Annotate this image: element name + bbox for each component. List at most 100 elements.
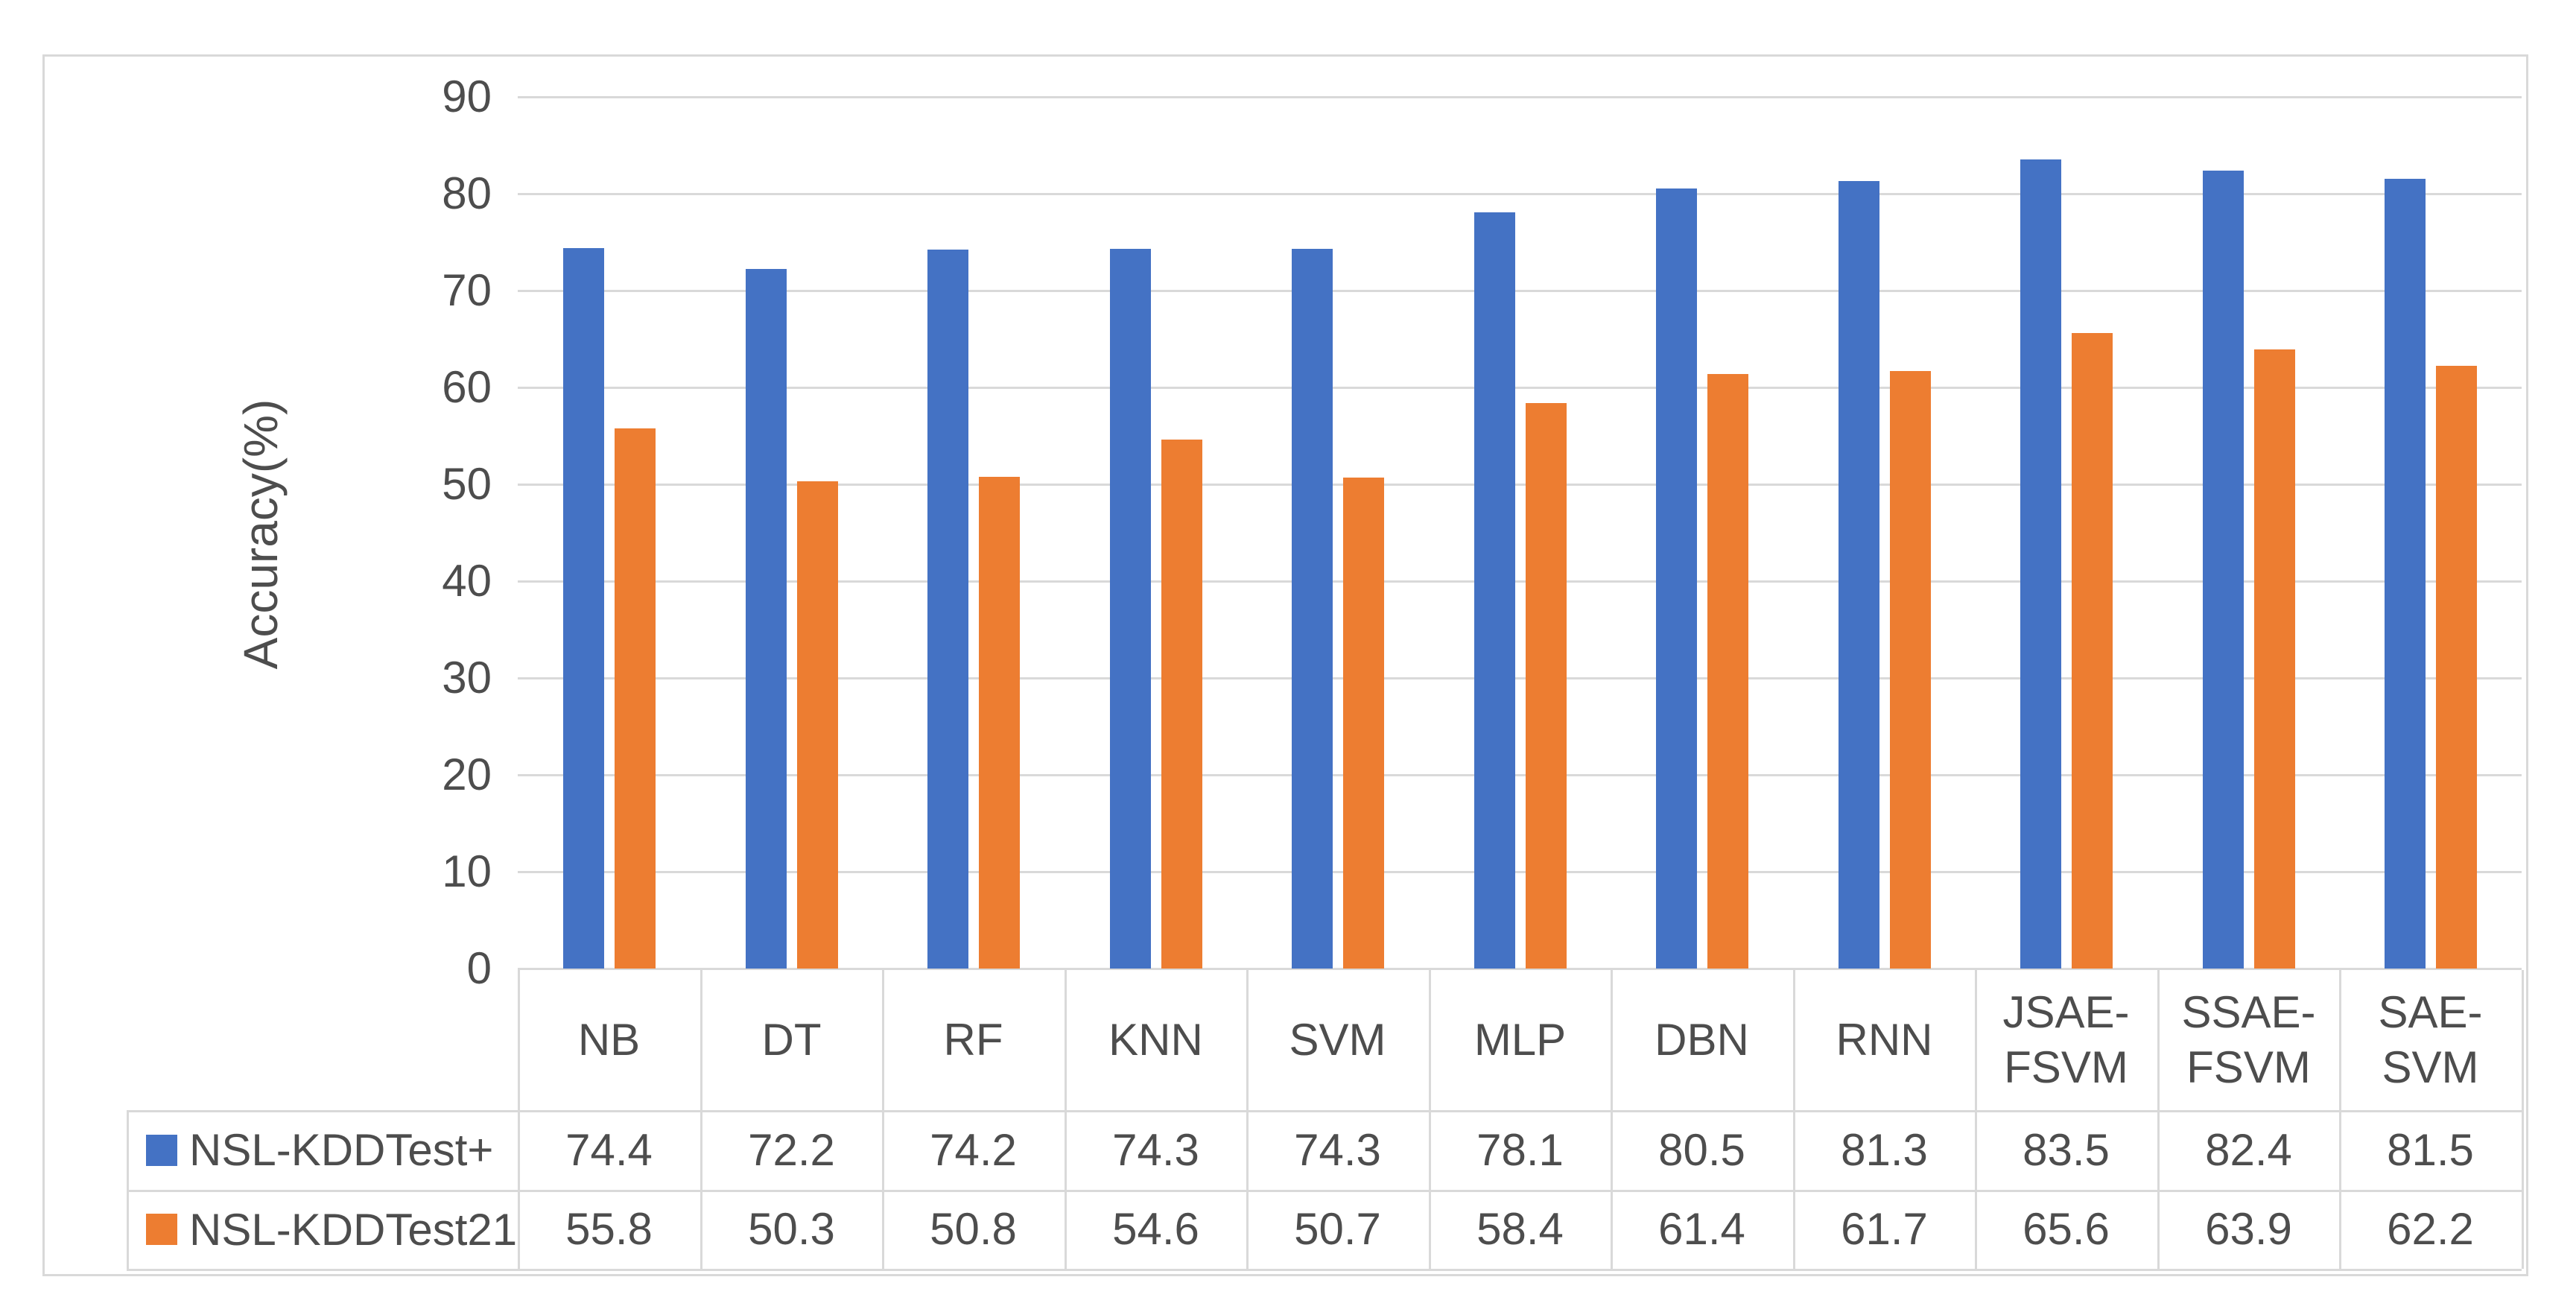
y-tick-label: 20 — [442, 750, 492, 799]
bar — [1889, 371, 1931, 969]
category-label: MLP — [1473, 1015, 1567, 1065]
value-cell: 65.6 — [2023, 1204, 2110, 1254]
bar — [2435, 366, 2477, 969]
y-tick-label: 70 — [442, 265, 492, 315]
table-border — [700, 970, 702, 1269]
bar-group — [518, 97, 700, 969]
value-cell: 81.5 — [2387, 1124, 2474, 1175]
category-label: RNN — [1836, 1015, 1933, 1065]
category-cell: JSAE- FSVM — [1975, 970, 2157, 1110]
bar-group — [2339, 97, 2522, 969]
category-label: DBN — [1655, 1015, 1749, 1065]
table-border — [1246, 970, 1249, 1269]
bar-group — [1065, 97, 1247, 969]
legend-cell: NSL-KDDTest+ — [127, 1110, 518, 1190]
legend-swatch — [146, 1214, 177, 1245]
y-tick-label: 30 — [442, 653, 492, 703]
bar-group — [1429, 97, 1611, 969]
category-label: SSAE- FSVM — [2181, 987, 2316, 1092]
value-cell: 61.4 — [1658, 1204, 1745, 1254]
value-cell: 72.2 — [748, 1124, 835, 1175]
category-cell: SSAE- FSVM — [2157, 970, 2340, 1110]
bar — [1525, 403, 1567, 969]
category-label: KNN — [1108, 1015, 1203, 1065]
bar-group — [1975, 97, 2157, 969]
value-cell: 81.3 — [1841, 1124, 1928, 1175]
y-tick-label: 40 — [442, 556, 492, 606]
table-border — [127, 1190, 2522, 1192]
bar-group — [1611, 97, 1793, 969]
table-border — [882, 970, 884, 1269]
grid-line — [518, 968, 2522, 970]
bar-group — [1246, 97, 1429, 969]
table-border — [1611, 970, 1613, 1269]
y-tick-label: 90 — [442, 72, 492, 121]
grid-line — [518, 387, 2522, 389]
bar — [2071, 333, 2113, 969]
value-cell: 55.8 — [565, 1204, 653, 1254]
value-cell: 74.3 — [1294, 1124, 1381, 1175]
bar — [2253, 349, 2295, 969]
table-border — [518, 970, 520, 1269]
y-tick-label: 10 — [442, 846, 492, 896]
grid-line — [518, 290, 2522, 292]
table-border — [127, 1269, 2522, 1271]
chart-frame — [42, 54, 2528, 1276]
grid-line — [518, 774, 2522, 776]
y-tick-label: 50 — [442, 459, 492, 509]
bar — [614, 428, 656, 969]
category-label: JSAE- FSVM — [2002, 987, 2130, 1092]
category-label: SVM — [1289, 1015, 1386, 1065]
value-cell: 74.3 — [1112, 1124, 1199, 1175]
y-tick-label: 0 — [466, 943, 492, 993]
grid-line — [518, 871, 2522, 873]
value-cell: 80.5 — [1658, 1124, 1745, 1175]
bar — [2020, 159, 2061, 969]
value-cell: 82.4 — [2205, 1124, 2292, 1175]
bar — [2202, 171, 2244, 969]
grid-line — [518, 96, 2522, 98]
legend-label: NSL-KDDTest+ — [189, 1125, 494, 1175]
category-cell: NB — [518, 970, 700, 1110]
category-cell: RNN — [1793, 970, 1976, 1110]
bar — [796, 481, 838, 969]
legend-cell: NSL-KDDTest21 — [127, 1190, 518, 1269]
bar — [745, 269, 787, 969]
category-cell: DBN — [1611, 970, 1793, 1110]
table-border — [127, 1110, 2522, 1112]
grid-line — [518, 580, 2522, 583]
value-cell: 54.6 — [1112, 1204, 1199, 1254]
value-cell: 74.4 — [565, 1124, 653, 1175]
table-border — [1975, 970, 1977, 1269]
category-label: NB — [577, 1015, 641, 1065]
bar-group — [882, 97, 1065, 969]
bar — [1161, 440, 1202, 969]
legend-label: NSL-KDDTest21 — [189, 1204, 518, 1255]
table-border — [127, 1110, 129, 1269]
value-cell: 74.2 — [930, 1124, 1017, 1175]
category-cell: RF — [882, 970, 1065, 1110]
grid-line — [518, 677, 2522, 679]
bar — [562, 248, 604, 969]
grid-line — [518, 484, 2522, 486]
bar — [2384, 179, 2426, 969]
table-border — [1793, 970, 1795, 1269]
category-cell: SAE- SVM — [2339, 970, 2522, 1110]
bar — [1655, 188, 1697, 969]
value-cell: 50.3 — [748, 1204, 835, 1254]
table-border — [2339, 970, 2341, 1269]
bar — [978, 477, 1020, 969]
table-border — [1429, 970, 1431, 1269]
bar-group — [700, 97, 883, 969]
bar — [1291, 249, 1333, 969]
bar-group — [1793, 97, 1976, 969]
grid-line — [518, 193, 2522, 195]
bar — [1838, 181, 1879, 969]
value-cell: 62.2 — [2387, 1204, 2474, 1254]
legend-swatch — [146, 1134, 177, 1166]
category-label: DT — [761, 1015, 822, 1065]
bar-group — [2157, 97, 2340, 969]
category-cell: MLP — [1429, 970, 1611, 1110]
bar — [1473, 212, 1515, 969]
